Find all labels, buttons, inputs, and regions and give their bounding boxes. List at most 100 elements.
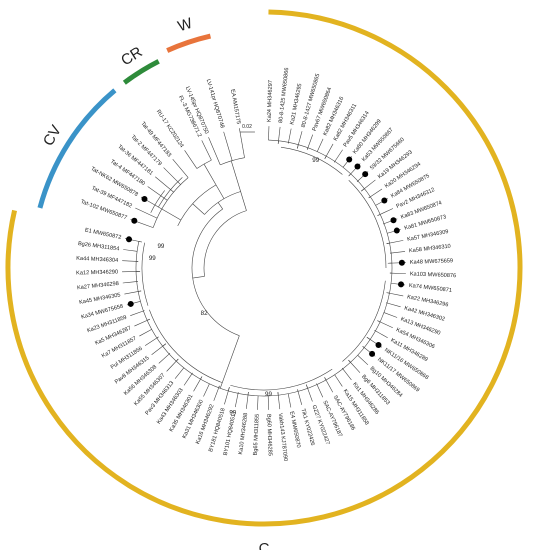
leaf-branch: [213, 385, 220, 401]
sequenced-sample-dot: [393, 227, 400, 234]
leaf-branch: [287, 393, 292, 408]
sequenced-sample-dot: [381, 197, 388, 204]
leaf-branch: [324, 156, 327, 159]
leaf-branch: [368, 196, 371, 199]
leaf-label: E4 MW650870: [288, 411, 301, 448]
leaf-branch: [138, 241, 142, 243]
subclade-arc: [158, 177, 183, 208]
leaf-branch: [377, 214, 381, 216]
clade-w-stem: [230, 160, 247, 211]
sequenced-sample-dot: [127, 300, 134, 307]
leaf-label: Ka45 MH346305: [79, 292, 121, 306]
sequenced-sample-dot: [131, 217, 138, 224]
leaf-branch: [144, 336, 159, 346]
subclade-arc: [280, 146, 343, 175]
leaf-branch: [174, 367, 185, 379]
deep-branch: [217, 202, 223, 210]
leaf-branch: [155, 176, 174, 193]
leaf-branch: [374, 330, 388, 339]
leaf-branch: [389, 272, 406, 275]
leaf-label: EA AM157175: [229, 89, 241, 125]
clade-cr-backbone: [196, 159, 212, 169]
leaf-branch: [122, 281, 138, 284]
clade-label-c: C: [259, 540, 270, 550]
leaf-branch: [306, 134, 314, 150]
leaf-branch: [138, 290, 142, 292]
leaf-branch: [316, 138, 324, 152]
leaf-label: Ka24 MH346297: [267, 80, 274, 122]
leaf-branch: [348, 359, 351, 363]
clade-arc-cv: [37, 88, 117, 209]
leaf-branch: [162, 343, 167, 347]
leaf-label: Vakh143 KJ787090: [277, 413, 288, 462]
bootstrap-value: 99: [312, 157, 319, 164]
clade-cv-stem: [161, 208, 182, 221]
root-arc: [203, 210, 247, 277]
leaf-branch: [172, 159, 189, 178]
leaf-branch: [223, 131, 233, 161]
bootstrap-value: 99: [157, 243, 164, 250]
clade-c-backbone: [135, 139, 393, 397]
leaf-label: 80-8-1425 MW650866: [278, 67, 290, 123]
deep-backbone: [177, 184, 217, 227]
leaf-branch: [334, 374, 343, 387]
leaf-label: Ka57 MH346309: [407, 229, 449, 243]
leaf-label: Bg26 MH311854: [78, 241, 120, 252]
leaf-branch: [122, 260, 139, 262]
leaf-label: BY101 HQ840517: [223, 410, 238, 456]
sequenced-sample-dot: [354, 163, 361, 170]
leaf-label: Ka22 MH346296: [406, 294, 448, 308]
leaf-branch: [147, 186, 168, 201]
leaf-branch: [297, 389, 303, 405]
leaf-label: Ka48 MW675659: [410, 258, 453, 266]
leaf-branch: [234, 392, 239, 408]
leaf-label: Bg65 MH311855: [253, 414, 261, 456]
bootstrap-value: 99: [149, 255, 156, 262]
clade-cv-backbone: [152, 177, 189, 228]
leaf-label: Ka21 MH346295: [289, 83, 303, 125]
leaf-branch: [341, 367, 352, 381]
sequenced-sample-dot: [369, 350, 376, 357]
bootstrap-value: 99: [229, 410, 236, 417]
sequenced-sample-dot: [398, 281, 405, 288]
leaf-label: Ka58 MH346310: [409, 244, 451, 255]
leaf-branch: [366, 336, 371, 340]
leaf-branch: [361, 188, 365, 192]
leaf-branch: [203, 383, 210, 397]
leaf-branch: [201, 140, 212, 161]
leaf-branch: [316, 383, 324, 398]
sequenced-sample-dot: [398, 259, 405, 266]
leaf-branch: [296, 144, 299, 149]
leaf-branch: [183, 372, 193, 386]
leaf-label: Ka12 MH346290: [76, 269, 118, 276]
clade-c-stem: [219, 335, 240, 389]
leaf-label: Ka10 MH346288: [238, 413, 249, 455]
subclade-arc: [141, 242, 149, 306]
leaf-branch: [305, 384, 308, 389]
leaf-branch: [386, 292, 390, 294]
leaf-label: Bg60 MH346285: [265, 414, 272, 456]
leaf-label: Ka74 MW650871: [409, 283, 453, 294]
leaf-branch: [257, 395, 259, 410]
leaf-branch: [386, 242, 390, 244]
leaf-branch: [357, 355, 369, 366]
leaf-branch: [139, 329, 152, 337]
deep-backbone: [204, 191, 241, 215]
clade-arc-w: [166, 33, 212, 53]
scale-bar-label: 0.02: [242, 124, 252, 130]
leaf-branch: [386, 302, 401, 308]
leaf-branch: [288, 128, 292, 144]
subclade-arc: [342, 280, 386, 362]
sequenced-sample-dot: [362, 171, 369, 178]
leaf-branch: [147, 318, 151, 321]
root-arc: [191, 208, 240, 336]
bootstrap-value: 82: [201, 310, 208, 317]
sequenced-sample-dot: [346, 156, 353, 163]
bootstrap-value: 99: [265, 391, 272, 398]
clade-label-w: W: [176, 14, 196, 35]
leaf-branch: [218, 385, 220, 388]
clade-w-backbone: [220, 157, 245, 166]
leaf-branch: [208, 137, 221, 166]
leaf-branch: [324, 377, 327, 381]
